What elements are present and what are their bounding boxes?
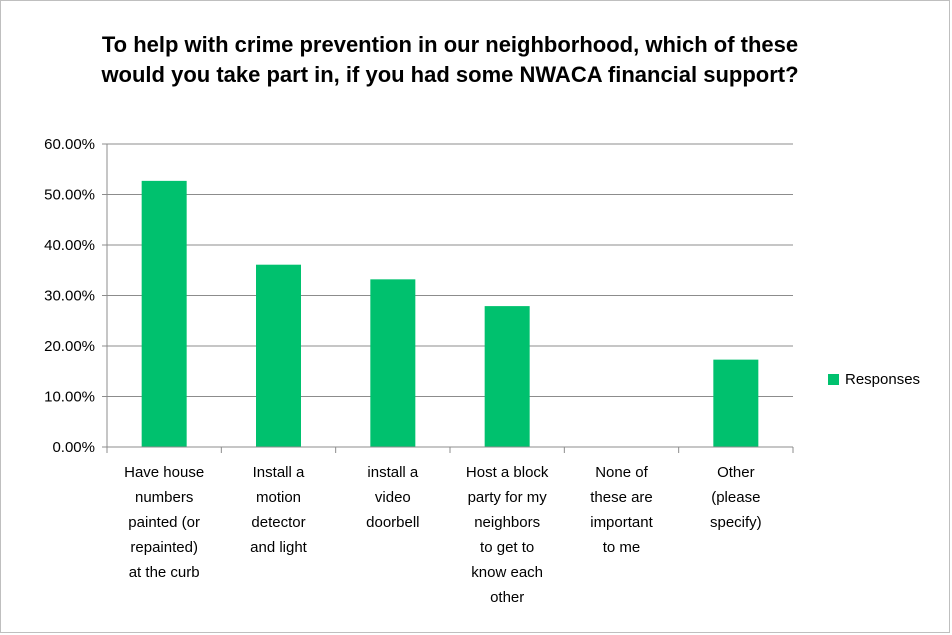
x-category-label: Have house numbers painted (or repainted) at… bbox=[124, 464, 204, 581]
bar bbox=[370, 279, 416, 447]
y-tick-label: 20.00% bbox=[44, 338, 95, 355]
y-tick-label: 60.00% bbox=[44, 136, 95, 153]
legend-swatch bbox=[828, 374, 839, 385]
bar bbox=[256, 264, 301, 447]
x-category-label: Other (please specify) bbox=[710, 464, 762, 531]
legend-label: Responses bbox=[845, 371, 921, 388]
y-tick-label: 10.00% bbox=[44, 389, 95, 406]
y-tick-label: 40.00% bbox=[44, 237, 95, 254]
bar bbox=[141, 180, 187, 448]
chart-title: To help with crime prevention in our nei… bbox=[101, 32, 799, 87]
x-category-label: Install a motion detector and light bbox=[250, 464, 308, 556]
x-category-label: install a video doorbell bbox=[366, 464, 419, 531]
x-category-label: Host a block party for my neighbors to get … bbox=[466, 464, 549, 606]
legend: Responses bbox=[828, 371, 920, 388]
gridlines bbox=[107, 143, 793, 397]
axis-labels: 0.00% 10.00% 20.00% 30.00% 40.00% 50.00% 60.00… bbox=[44, 136, 762, 606]
y-tick-label: 30.00% bbox=[44, 288, 95, 305]
axes bbox=[102, 143, 794, 453]
bar bbox=[713, 359, 759, 447]
bar bbox=[484, 306, 530, 447]
bars bbox=[141, 180, 759, 448]
y-tick-label: 50.00% bbox=[44, 187, 95, 204]
y-tick-label: 0.00% bbox=[52, 439, 95, 456]
x-category-label: None of these are important to me bbox=[590, 464, 653, 556]
